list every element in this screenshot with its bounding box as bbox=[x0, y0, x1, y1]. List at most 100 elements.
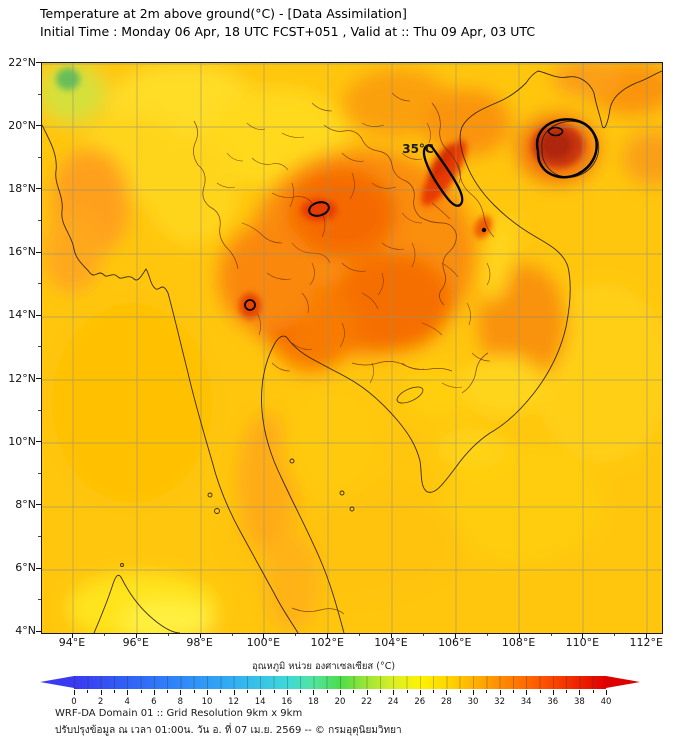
lat-label: 4°N bbox=[15, 624, 36, 638]
x-axis-minor-tick bbox=[614, 633, 616, 636]
colorbar-tick bbox=[459, 690, 461, 693]
x-axis-tick bbox=[454, 633, 456, 638]
x-axis-tick bbox=[518, 633, 520, 638]
colorbar-tick bbox=[300, 690, 302, 693]
colorbar-tick bbox=[526, 690, 528, 695]
y-axis-tick bbox=[36, 378, 41, 379]
lon-label: 104°E bbox=[374, 636, 408, 649]
x-axis-tick bbox=[391, 633, 392, 638]
colorbar-tick bbox=[246, 690, 248, 693]
y-axis-minor-tick bbox=[38, 156, 41, 158]
map-panel: 35°C bbox=[41, 62, 663, 634]
colorbar-tick-label: 12 bbox=[228, 697, 239, 707]
lon-label: 98°E bbox=[186, 636, 213, 649]
x-axis-tick bbox=[199, 633, 201, 638]
colorbar-tick bbox=[153, 690, 155, 695]
lon-label: 106°E bbox=[438, 636, 472, 649]
colorbar-tick bbox=[180, 690, 182, 695]
colorbar-tick-label: 0 bbox=[71, 697, 77, 707]
colorbar-tick bbox=[326, 690, 328, 693]
y-axis-minor-tick bbox=[38, 599, 41, 601]
colorbar-tick bbox=[340, 690, 341, 695]
colorbar-tick-label: 16 bbox=[281, 697, 293, 707]
colorbar-tick-label: 6 bbox=[151, 697, 157, 707]
colorbar-tick bbox=[406, 690, 408, 693]
colorbar-tick-label: 4 bbox=[124, 697, 130, 707]
colorbar-tick-label: 18 bbox=[307, 697, 319, 707]
colorbar-title: อุณหภูมิ หน่วย องศาเซลเซียส (°C) bbox=[251, 661, 396, 672]
colorbar-tick-label: 26 bbox=[414, 697, 426, 707]
temperature-map: 35°C bbox=[42, 63, 662, 633]
y-axis-tick bbox=[36, 188, 41, 190]
colorbar-tick bbox=[379, 690, 381, 693]
y-axis-minor-tick bbox=[38, 283, 41, 285]
lon-label: 102°E bbox=[310, 636, 344, 649]
y-axis-tick bbox=[36, 630, 41, 632]
colorbar-tick bbox=[499, 690, 501, 695]
colorbar-tick bbox=[273, 690, 275, 693]
colorbar-tick bbox=[193, 690, 195, 693]
lon-label: 108°E bbox=[501, 636, 536, 649]
y-axis-tick bbox=[36, 441, 41, 443]
x-axis-tick bbox=[582, 633, 584, 638]
lon-label: 96°E bbox=[122, 636, 150, 649]
colorbar-tick bbox=[313, 690, 315, 695]
colorbar-tick-label: 36 bbox=[547, 697, 559, 707]
y-axis-tick bbox=[36, 504, 41, 506]
x-axis-tick bbox=[327, 633, 329, 638]
colorbar-tick bbox=[260, 690, 262, 695]
colorbar-tick-label: 22 bbox=[361, 697, 372, 707]
colorbar-tick bbox=[566, 690, 568, 693]
grid-lines bbox=[42, 63, 662, 633]
colorbar-tick bbox=[100, 690, 102, 695]
colorbar-tick bbox=[473, 690, 474, 695]
colorbar-tick-label: 8 bbox=[177, 697, 184, 707]
y-axis-tick bbox=[36, 125, 41, 127]
colorbar-tick bbox=[446, 690, 448, 695]
colorbar-tick bbox=[113, 690, 115, 693]
colorbar-tick bbox=[167, 690, 169, 693]
lat-label: 8°N bbox=[15, 497, 36, 511]
y-axis-tick bbox=[36, 251, 41, 253]
colorbar-tick bbox=[552, 690, 554, 695]
x-axis-tick bbox=[263, 633, 265, 638]
colorbar-tick bbox=[207, 690, 208, 695]
colorbar-tick-label: 40 bbox=[600, 697, 612, 707]
coastlines bbox=[42, 70, 662, 633]
x-axis-tick bbox=[646, 633, 648, 638]
colorbar-tick-label: 20 bbox=[334, 697, 346, 707]
lon-label: 112°E bbox=[629, 636, 663, 649]
lat-label: 10°N bbox=[8, 434, 36, 448]
colorbar-tick bbox=[220, 690, 222, 693]
colorbar-tick-label: 14 bbox=[254, 697, 266, 707]
colorbar-tick-label: 38 bbox=[573, 697, 585, 707]
x-axis-minor-tick bbox=[295, 633, 297, 636]
lon-label: 100°E bbox=[246, 636, 281, 649]
contour-label-35c: 35°C bbox=[402, 142, 434, 156]
colorbar-left-arrow bbox=[40, 676, 74, 688]
colorbar-tick bbox=[606, 690, 607, 695]
y-axis-minor-tick bbox=[38, 220, 41, 221]
x-axis-minor-tick bbox=[359, 633, 361, 636]
y-axis-minor-tick bbox=[38, 409, 41, 411]
lat-label: 22°N bbox=[8, 55, 36, 69]
footer-update-info: ปรับปรุงข้อมูล ณ เวลา 01:00น. วัน อ. ที่… bbox=[55, 725, 402, 736]
x-axis-minor-tick bbox=[103, 633, 105, 636]
lat-label: 14°N bbox=[8, 308, 36, 322]
x-axis-tick bbox=[72, 633, 73, 638]
x-axis-minor-tick bbox=[550, 633, 552, 636]
lat-label: 20°N bbox=[8, 118, 36, 132]
colorbar-tick bbox=[579, 690, 581, 695]
colorbar-tick bbox=[353, 690, 355, 693]
colorbar-tick-label: 10 bbox=[201, 697, 213, 707]
colorbar-tick bbox=[87, 690, 89, 693]
colorbar-tick bbox=[286, 690, 288, 695]
temperature-contours-35c bbox=[244, 118, 598, 311]
colorbar-tick-label: 32 bbox=[494, 697, 505, 707]
colorbar-tick bbox=[419, 690, 421, 695]
lat-label: 16°N bbox=[8, 245, 36, 259]
lat-label: 12°N bbox=[8, 371, 36, 385]
y-axis-minor-tick bbox=[38, 93, 41, 95]
colorbar-tick bbox=[366, 690, 368, 695]
